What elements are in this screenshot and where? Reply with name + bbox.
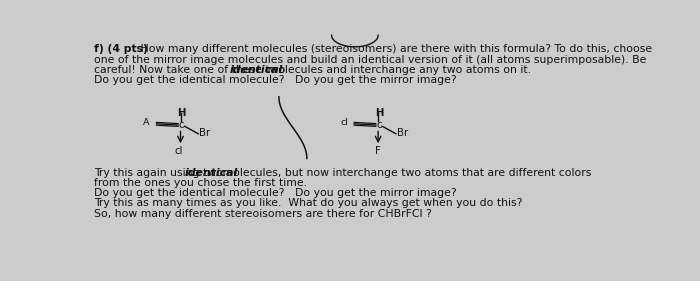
Text: from the ones you chose the first time.: from the ones you chose the first time.	[94, 178, 307, 189]
Text: Try this as many times as you like.  What do you always get when you do this?: Try this as many times as you like. What…	[94, 198, 522, 209]
Text: Do you get the identical molecule?   Do you get the mirror image?: Do you get the identical molecule? Do yo…	[94, 74, 456, 85]
Text: identical: identical	[230, 65, 284, 74]
Text: A: A	[143, 118, 149, 127]
Text: molecules and interchange any two atoms on it.: molecules and interchange any two atoms …	[264, 65, 531, 74]
Text: So, how many different stereoisomers are there for ĊHBrFCl ?: So, how many different stereoisomers are…	[94, 209, 431, 219]
Text: cl: cl	[340, 118, 348, 127]
Text: H: H	[375, 108, 384, 118]
Text: Br: Br	[397, 128, 408, 139]
Text: Do you get the identical molecule?   Do you get the mirror image?: Do you get the identical molecule? Do yo…	[94, 189, 456, 198]
Text: molecules, but now interchange two atoms that are different colors: molecules, but now interchange two atoms…	[219, 169, 592, 178]
Text: one of the mirror image molecules and build an identical version of it (all atom: one of the mirror image molecules and bu…	[94, 55, 646, 65]
Text: c: c	[179, 120, 184, 130]
Text: f) (4 pts): f) (4 pts)	[94, 44, 148, 55]
Text: Try this again using two: Try this again using two	[94, 169, 226, 178]
Text: Br: Br	[199, 128, 210, 139]
Text: careful! Now take one of these two: careful! Now take one of these two	[94, 65, 288, 74]
Text: F: F	[375, 146, 381, 156]
Text: identical: identical	[185, 169, 239, 178]
Text: c: c	[377, 120, 382, 130]
Text: cl: cl	[174, 146, 183, 156]
Text: How many different molecules (stereoisomers) are there with this formula? To do : How many different molecules (stereoisom…	[137, 44, 652, 55]
Text: H: H	[177, 108, 186, 118]
